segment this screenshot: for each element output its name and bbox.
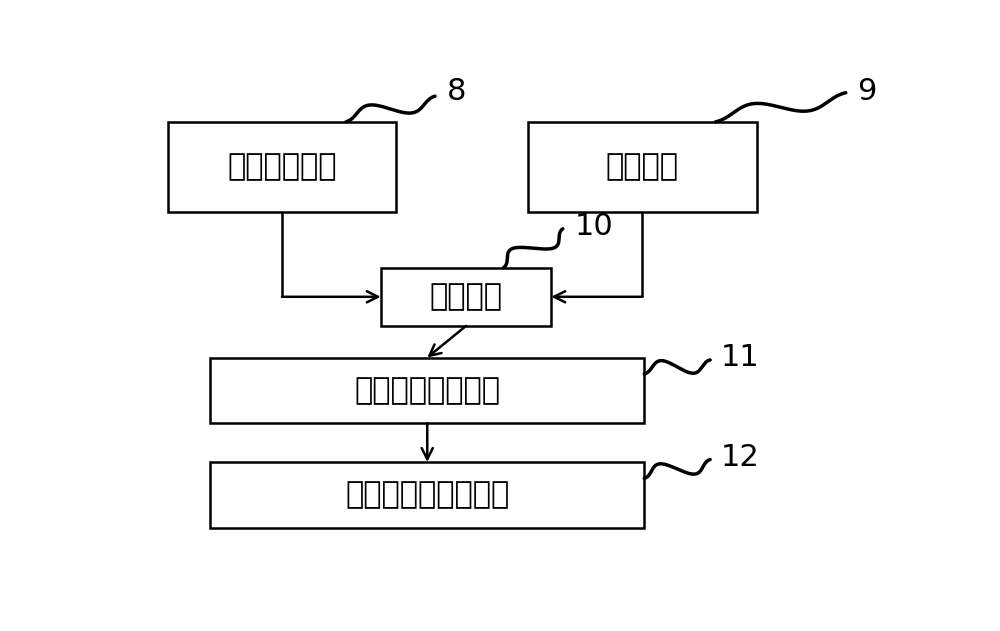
Text: 8: 8 <box>447 77 466 106</box>
Bar <box>168 122 396 212</box>
Text: 10: 10 <box>574 212 613 241</box>
Text: 计时单元: 计时单元 <box>606 152 679 181</box>
Text: 显示及输出接口单元: 显示及输出接口单元 <box>345 480 509 509</box>
Bar <box>210 358 644 423</box>
Text: 11: 11 <box>720 343 759 372</box>
Text: 综合计算处理单元: 综合计算处理单元 <box>354 376 500 405</box>
Text: 9: 9 <box>857 77 877 106</box>
Bar <box>381 268 551 326</box>
Text: 通信单元: 通信单元 <box>430 282 503 311</box>
Bar <box>528 122 757 212</box>
Text: 坐标测量单元: 坐标测量单元 <box>227 152 337 181</box>
Bar <box>210 462 644 528</box>
Text: 12: 12 <box>720 442 759 471</box>
